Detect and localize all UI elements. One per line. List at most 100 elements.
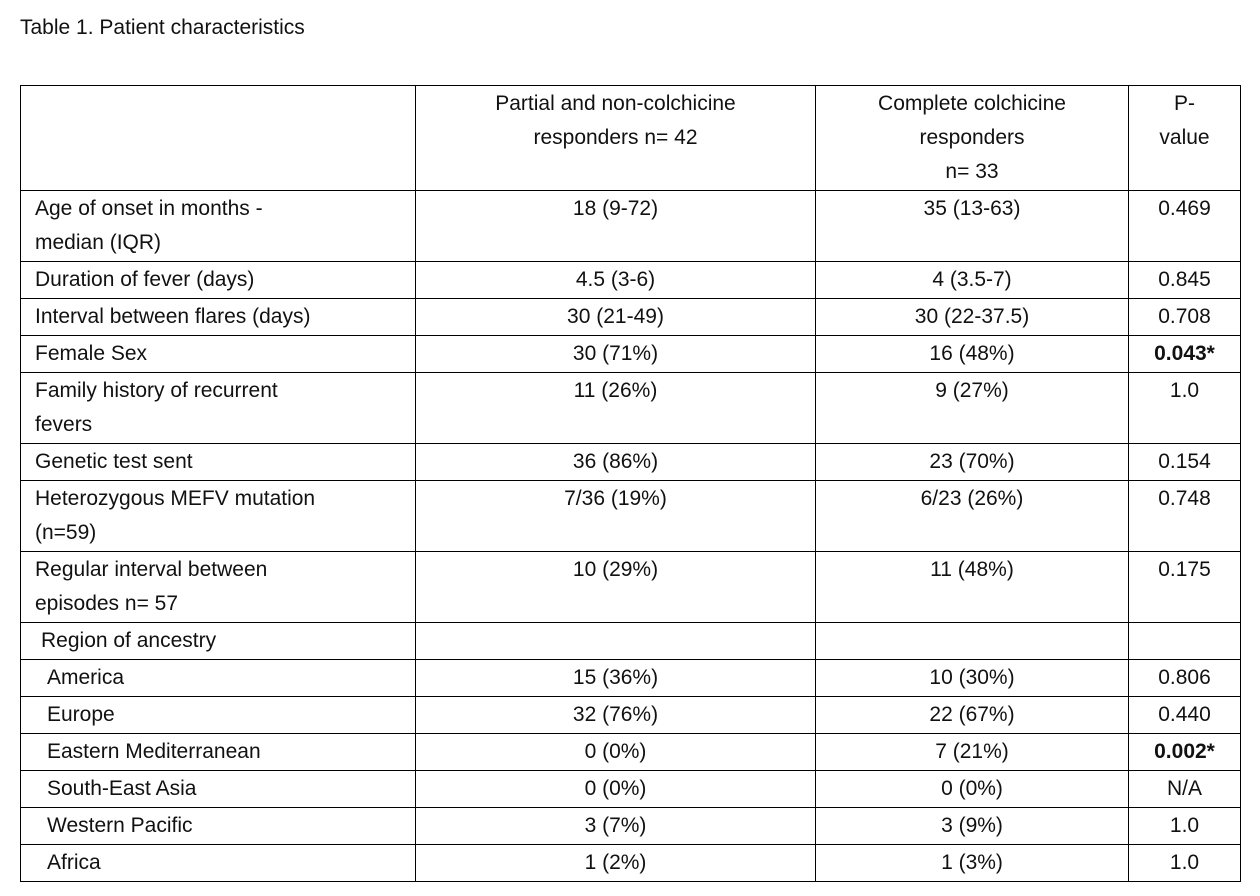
p-value-cell: 0.002*	[1128, 733, 1241, 771]
cell-line: Eastern Mediterranean	[47, 740, 261, 763]
cell-line: South-East Asia	[47, 777, 197, 800]
table-row: Interval between flares (days) 30 (21-49)…	[20, 298, 1241, 336]
row-label: Africa	[20, 844, 416, 882]
table-row: Age of onset in months - median (IQR) 18 (…	[20, 190, 1241, 262]
table-row: Eastern Mediterranean 0 (0%) 7 (21%) 0.002*	[20, 733, 1241, 771]
value-cell: 0 (0%)	[415, 733, 816, 771]
cell-line: responders n= 42	[533, 126, 698, 149]
cell-line: Regular interval between	[35, 558, 268, 581]
value-cell: 4 (3.5-7)	[815, 261, 1129, 299]
p-value-cell: 1.0	[1128, 844, 1241, 882]
value-cell: 11 (26%)	[415, 372, 816, 444]
row-label: Interval between flares (days)	[20, 298, 416, 336]
cell-line: P-	[1174, 92, 1195, 115]
value-cell: 36 (86%)	[415, 443, 816, 481]
p-value-cell: 0.043*	[1128, 335, 1241, 373]
section-label: Region of ancestry	[20, 622, 416, 660]
row-label: Europe	[20, 696, 416, 734]
p-value-cell: 0.806	[1128, 659, 1241, 697]
row-label: Regular interval between episodes n= 57	[20, 551, 416, 623]
table-row: Regular interval between episodes n= 57 10…	[20, 551, 1241, 623]
value-cell: 10 (30%)	[815, 659, 1129, 697]
value-cell: 9 (27%)	[815, 372, 1129, 444]
row-label: Female Sex	[20, 335, 416, 373]
value-cell: 6/23 (26%)	[815, 480, 1129, 552]
empty-cell	[1128, 622, 1241, 660]
header-cell: Complete colchicine responders n= 33	[815, 85, 1129, 191]
value-cell: 22 (67%)	[815, 696, 1129, 734]
cell-line: Complete colchicine	[878, 92, 1066, 115]
cell-line: Interval between flares (days)	[35, 305, 311, 328]
value-cell: 4.5 (3-6)	[415, 261, 816, 299]
value-cell: 16 (48%)	[815, 335, 1129, 373]
value-cell: 23 (70%)	[815, 443, 1129, 481]
p-value-cell: 1.0	[1128, 807, 1241, 845]
p-value-cell: 0.748	[1128, 480, 1241, 552]
value-cell: 15 (36%)	[415, 659, 816, 697]
row-label: Family history of recurrent fevers	[20, 372, 416, 444]
table-row: Africa 1 (2%) 1 (3%) 1.0	[20, 844, 1241, 882]
header-row: Partial and non-colchicine responders n= …	[20, 85, 1241, 191]
p-value-cell: 0.708	[1128, 298, 1241, 336]
p-value-cell: 0.469	[1128, 190, 1241, 262]
value-cell: 3 (7%)	[415, 807, 816, 845]
p-value-cell: 0.845	[1128, 261, 1241, 299]
cell-line: responders	[919, 126, 1025, 149]
value-cell: 10 (29%)	[415, 551, 816, 623]
table-row: Duration of fever (days) 4.5 (3-6) 4 (3.5-…	[20, 261, 1241, 299]
cell-line: n= 33	[945, 160, 999, 183]
empty-cell	[815, 622, 1129, 660]
value-cell: 7 (21%)	[815, 733, 1129, 771]
cell-line: Europe	[47, 703, 115, 726]
row-label: Eastern Mediterranean	[20, 733, 416, 771]
p-value-cell: 0.175	[1128, 551, 1241, 623]
value-cell: 18 (9-72)	[415, 190, 816, 262]
value-cell: 0 (0%)	[815, 770, 1129, 808]
value-cell: 1 (2%)	[415, 844, 816, 882]
cell-line: Family history of recurrent	[35, 379, 278, 402]
cell-line: episodes n= 57	[35, 592, 179, 615]
value-cell: 35 (13-63)	[815, 190, 1129, 262]
row-label: America	[20, 659, 416, 697]
row-label: Western Pacific	[20, 807, 416, 845]
table-row: Western Pacific 3 (7%) 3 (9%) 1.0	[20, 807, 1241, 845]
table-row: South-East Asia 0 (0%) 0 (0%) N/A	[20, 770, 1241, 808]
cell-line: Female Sex	[35, 342, 148, 365]
p-value-cell: 0.440	[1128, 696, 1241, 734]
cell-line: (n=59)	[35, 521, 97, 544]
empty-cell	[415, 622, 816, 660]
cell-line: Partial and non-colchicine	[495, 92, 736, 115]
table-row: Genetic test sent 36 (86%) 23 (70%) 0.154	[20, 443, 1241, 481]
value-cell: 32 (76%)	[415, 696, 816, 734]
section-row: Region of ancestry	[20, 622, 1241, 660]
value-cell: 7/36 (19%)	[415, 480, 816, 552]
table-title: Table 1. Patient characteristics	[20, 16, 305, 39]
p-value-cell: 1.0	[1128, 372, 1241, 444]
cell-line: Africa	[47, 851, 101, 874]
cell-line: America	[47, 666, 125, 689]
value-cell: 1 (3%)	[815, 844, 1129, 882]
cell-line: median (IQR)	[35, 231, 162, 254]
cell-line: Duration of fever (days)	[35, 268, 255, 291]
row-label: Genetic test sent	[20, 443, 416, 481]
value-cell: 3 (9%)	[815, 807, 1129, 845]
p-value-cell: 0.154	[1128, 443, 1241, 481]
value-cell: 30 (21-49)	[415, 298, 816, 336]
value-cell: 11 (48%)	[815, 551, 1129, 623]
value-cell: 0 (0%)	[415, 770, 816, 808]
table-row: Europe 32 (76%) 22 (67%) 0.440	[20, 696, 1241, 734]
value-cell: 30 (71%)	[415, 335, 816, 373]
header-cell: P-value	[1128, 85, 1241, 191]
table-row: Heterozygous MEFV mutation (n=59) 7/36 (19…	[20, 480, 1241, 552]
row-label: Age of onset in months - median (IQR)	[20, 190, 416, 262]
patient-table: Partial and non-colchicine responders n= …	[20, 85, 1241, 882]
row-label: Heterozygous MEFV mutation (n=59)	[20, 480, 416, 552]
row-label: Duration of fever (days)	[20, 261, 416, 299]
row-label: South-East Asia	[20, 770, 416, 808]
header-cell: Partial and non-colchicine responders n= …	[415, 85, 816, 191]
value-cell: 30 (22-37.5)	[815, 298, 1129, 336]
table-row: Female Sex 30 (71%) 16 (48%) 0.043*	[20, 335, 1241, 373]
cell-line: value	[1159, 126, 1210, 149]
cell-line: fevers	[35, 413, 93, 436]
